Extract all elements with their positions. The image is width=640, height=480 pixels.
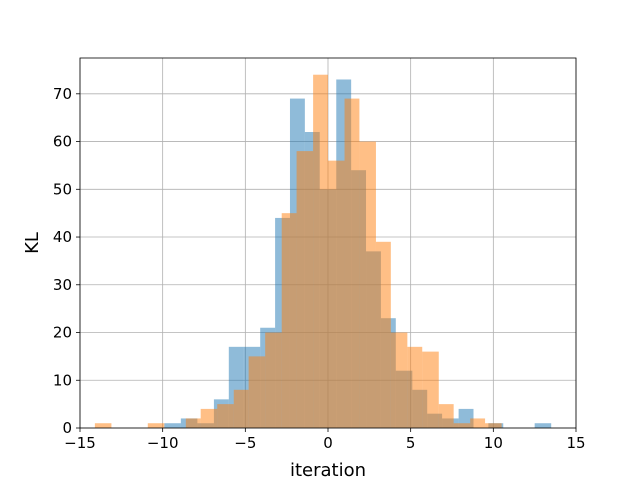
x-tick-label: −5 [234,434,256,452]
histogram-bar [470,418,486,428]
histogram-bar [422,351,439,428]
y-tick-label: 10 [53,371,72,389]
histogram-bar [453,423,471,428]
x-tick-label: 10 [484,434,503,452]
histogram-bar [248,356,266,428]
histogram-bar [185,418,201,428]
y-tick-label: 70 [53,85,72,103]
x-axis-ticks: −15 −10 −5 0 5 10 15 [64,428,586,452]
histogram-bar [407,346,423,428]
histogram-bar [147,423,165,428]
histogram-bar [164,423,181,428]
histogram-bar [217,404,234,428]
histogram-bar [200,408,218,428]
histogram-bar [328,160,345,429]
histogram-bar [375,241,391,428]
histogram-bar [94,423,112,428]
histogram-bar [344,98,360,429]
histogram-bar [296,151,314,428]
y-tick-label: 30 [53,276,72,294]
y-axis-ticks: 0 10 20 30 40 50 60 70 [53,85,80,437]
histogram-bar [534,423,552,428]
histogram-bar [265,332,282,428]
histogram-bar [233,389,249,428]
histogram-bar [313,74,328,428]
histogram-bar [485,423,502,428]
y-tick-label: 50 [53,180,72,198]
x-axis-label: iteration [290,460,366,480]
x-tick-label: 0 [323,434,333,452]
y-tick-label: 40 [53,228,72,246]
histogram-bar [438,404,454,428]
histogram-bar [281,213,297,428]
y-tick-label: 0 [62,419,72,437]
y-tick-label: 60 [53,133,72,151]
x-tick-label: 5 [406,434,416,452]
x-tick-label: 15 [566,434,585,452]
histogram-bar [390,332,408,428]
x-tick-label: −15 [64,434,96,452]
series-1-bars [94,74,502,429]
x-tick-label: −10 [147,434,179,452]
y-tick-label: 20 [53,324,72,342]
histogram-bars [94,74,552,429]
histogram-bar [359,141,376,428]
y-axis-label: KL [22,232,43,254]
